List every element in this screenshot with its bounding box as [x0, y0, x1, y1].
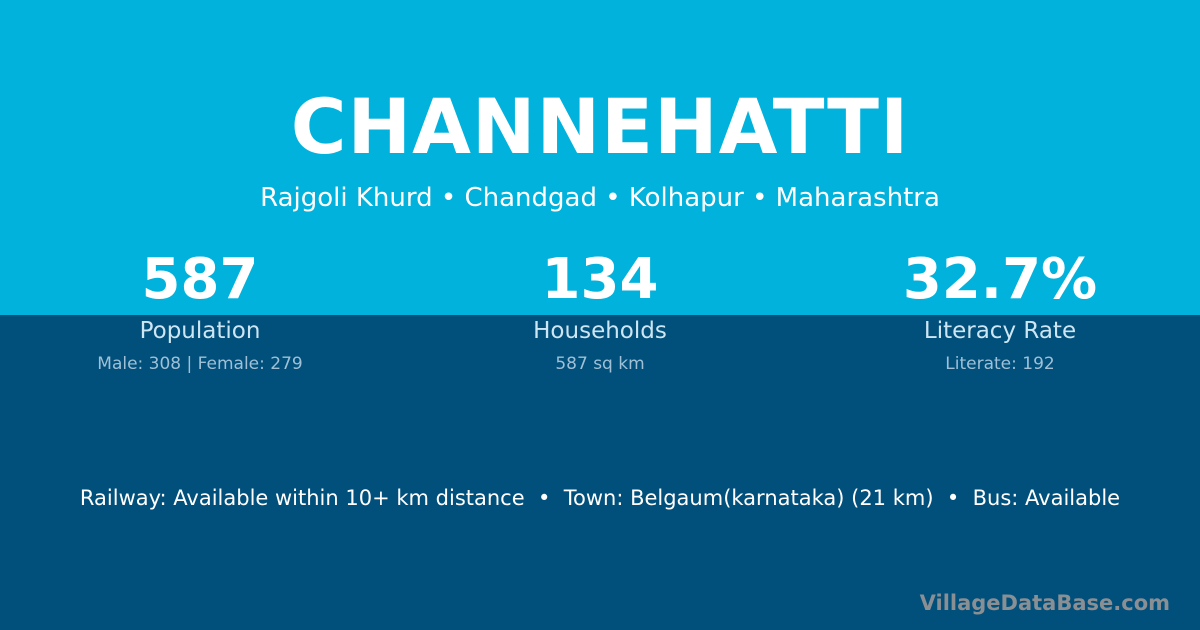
stat-label: Population — [139, 318, 261, 344]
brand-watermark: VillageDataBase.com — [919, 591, 1170, 615]
header-band — [0, 0, 1200, 315]
stat-literacy: 32.7% Literacy Rate Literate: 192 — [800, 247, 1200, 375]
stat-label: Literacy Rate — [923, 318, 1077, 344]
stat-detail: Male: 308 | Female: 279 — [97, 354, 303, 374]
location-breadcrumb: Rajgoli Khurd • Chandgad • Kolhapur • Ma… — [260, 183, 940, 213]
stat-detail: Literate: 192 — [945, 354, 1055, 374]
stat-value: 587 — [141, 247, 259, 312]
connectivity-info: Railway: Available within 10+ km distanc… — [79, 486, 1121, 510]
village-title: CHANNEHATTI — [290, 82, 910, 171]
stat-value: 32.7% — [902, 247, 1098, 312]
stat-value: 134 — [541, 247, 659, 312]
stat-detail: 587 sq km — [555, 354, 645, 374]
stat-population: 587 Population Male: 308 | Female: 279 — [0, 247, 400, 375]
stat-households: 134 Households 587 sq km — [400, 247, 800, 375]
stat-label: Households — [533, 318, 667, 344]
